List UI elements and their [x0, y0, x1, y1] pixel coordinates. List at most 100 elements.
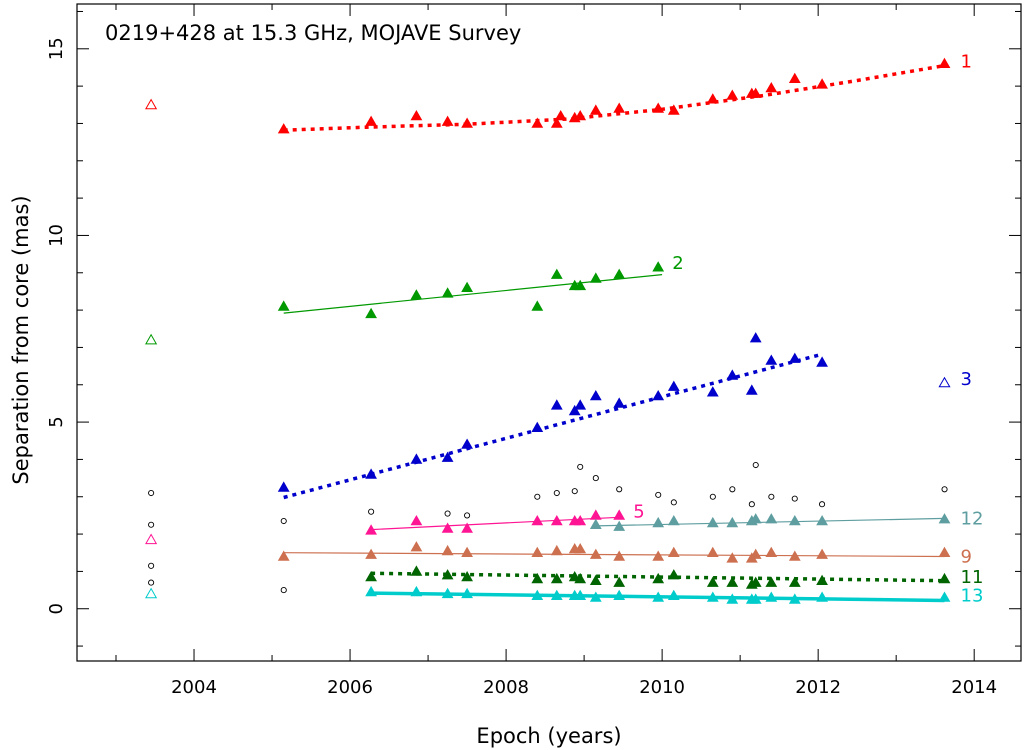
point-series-9 [550, 544, 563, 556]
point-series-1 [613, 102, 626, 113]
point-series-3 [589, 389, 602, 401]
y-axis-title: Separation from core (mas) [9, 195, 33, 484]
point-series-9 [613, 550, 626, 561]
point-series-12 [589, 518, 602, 529]
point-series-12 [613, 520, 626, 531]
point-series-2 [277, 300, 290, 311]
point-series-11 [589, 574, 602, 585]
point-series-3 [749, 332, 762, 343]
point-series-5 [410, 514, 423, 526]
point-series-12 [652, 516, 665, 528]
open-circle-point [553, 489, 560, 497]
point-series-2 [441, 287, 454, 298]
point-series-2 [613, 268, 626, 279]
point-series-9 [461, 546, 473, 557]
point-series-9 [277, 550, 290, 561]
plot-frame [76, 3, 1022, 662]
point-series-11 [550, 572, 563, 584]
open-circle-point [577, 463, 584, 470]
point-series-5 [461, 522, 473, 533]
point-series-11 [816, 574, 828, 585]
point-series-3 [568, 404, 581, 416]
point-series-11 [667, 569, 680, 580]
x-tick-label: 2006 [327, 677, 373, 698]
series-label-13: 13 [961, 586, 984, 607]
point-series-1 [816, 78, 828, 89]
open-triangle-point [145, 333, 158, 345]
point-series-13 [788, 593, 801, 604]
series-label-12: 12 [961, 508, 984, 529]
point-series-9 [788, 550, 801, 561]
point-series-1 [589, 104, 602, 115]
point-series-5 [613, 509, 626, 520]
point-series-3 [365, 468, 377, 479]
open-triangle-point [145, 587, 158, 599]
point-series-9 [589, 548, 602, 559]
open-circle-point [444, 510, 451, 517]
point-series-11 [410, 565, 423, 576]
point-series-13 [938, 591, 951, 602]
point-series-12 [749, 513, 762, 524]
point-series-3 [550, 399, 563, 410]
point-series-9 [652, 550, 665, 561]
point-series-3 [726, 369, 739, 380]
point-series-1 [531, 117, 544, 128]
point-series-2 [531, 300, 544, 311]
point-series-13 [531, 589, 544, 600]
point-series-3 [461, 438, 473, 449]
point-series-5 [365, 524, 377, 535]
open-circle-point [941, 486, 948, 493]
point-series-1 [667, 104, 680, 115]
y-tick-label: 10 [46, 224, 67, 247]
point-series-12 [706, 516, 719, 528]
open-circle-point [368, 508, 375, 515]
point-series-11 [652, 572, 665, 584]
point-series-12 [726, 516, 739, 528]
point-series-1 [277, 123, 290, 134]
fit-line-11 [371, 571, 945, 583]
open-circle-point [148, 562, 155, 569]
point-series-3 [410, 453, 423, 464]
point-series-9 [706, 546, 719, 557]
x-tick-label: 2014 [951, 677, 997, 698]
point-series-2 [410, 289, 423, 300]
point-series-11 [574, 572, 587, 584]
y-tick-label: 0 [46, 603, 67, 614]
point-series-11 [938, 572, 951, 584]
point-series-1 [652, 102, 665, 113]
point-series-2 [550, 268, 563, 279]
open-circle-point [616, 486, 623, 493]
series-label-9: 9 [961, 547, 972, 568]
axis-ticks [77, 4, 1021, 661]
point-series-13 [765, 591, 778, 602]
point-series-9 [365, 548, 377, 559]
fit-line-3 [283, 352, 823, 500]
point-series-13 [706, 591, 719, 602]
point-series-1 [765, 81, 778, 93]
series-label-1: 1 [961, 52, 972, 73]
x-tick-label: 2008 [483, 677, 529, 698]
open-circle-point [464, 512, 471, 519]
point-series-9 [765, 546, 778, 557]
open-circle-point [280, 587, 287, 594]
point-series-11 [726, 576, 739, 587]
point-series-3 [441, 451, 454, 462]
point-series-11 [613, 576, 626, 587]
chart-title: 0219+428 at 15.3 GHz, MOJAVE Survey [105, 21, 521, 45]
point-series-1 [461, 117, 473, 128]
point-series-13 [550, 589, 563, 600]
point-series-13 [613, 589, 626, 600]
point-series-5 [531, 514, 544, 526]
point-series-9 [531, 546, 544, 557]
point-series-9 [749, 548, 762, 559]
open-triangle-point [145, 533, 158, 545]
point-series-11 [765, 576, 778, 587]
point-series-3 [277, 481, 290, 492]
y-tick-label: 15 [46, 37, 67, 60]
point-series-13 [667, 589, 680, 600]
point-series-3 [765, 354, 778, 365]
point-series-12 [938, 513, 951, 524]
